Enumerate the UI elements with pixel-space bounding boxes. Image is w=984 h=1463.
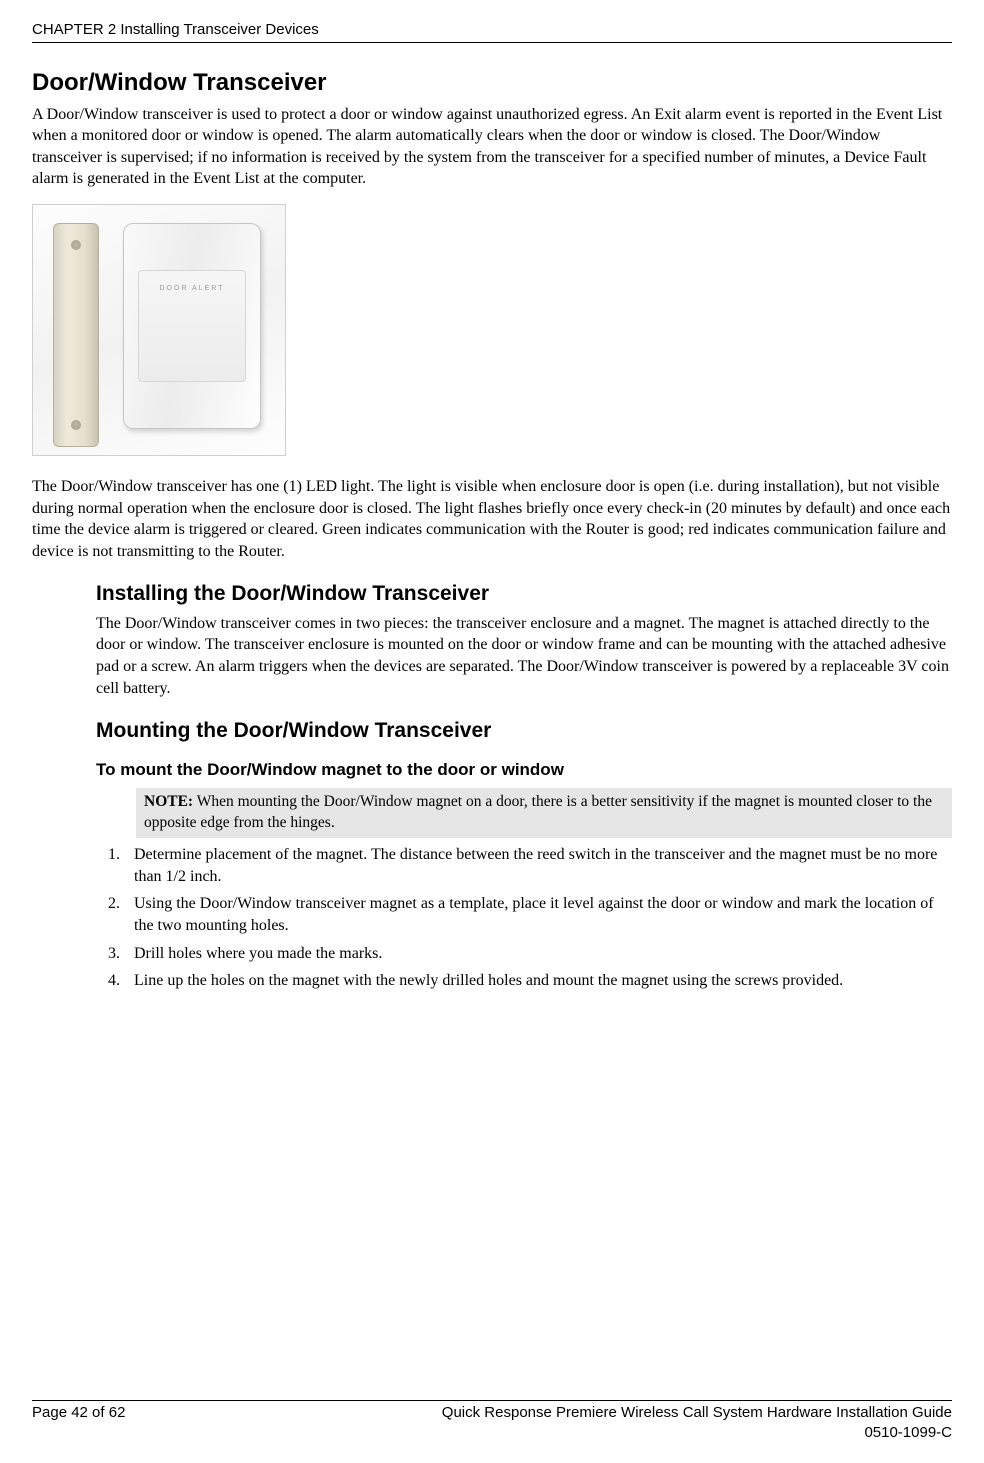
enclosure-brand: DOOR ALERT xyxy=(124,284,260,293)
step-4: Line up the holes on the magnet with the… xyxy=(124,970,952,992)
led-paragraph: The Door/Window transceiver has one (1) … xyxy=(32,476,952,562)
footer-docnum: 0510-1099-C xyxy=(864,1424,952,1441)
installing-title: Installing the Door/Window Transceiver xyxy=(96,580,952,608)
page-footer: Page 42 of 62 Quick Response Premiere Wi… xyxy=(32,1400,952,1444)
note-label: NOTE: xyxy=(144,793,193,810)
footer-page: Page 42 of 62 xyxy=(32,1403,125,1444)
mounting-heading: To mount the Door/Window magnet to the d… xyxy=(96,759,952,782)
step-1: Determine placement of the magnet. The d… xyxy=(124,844,952,887)
section-title: Door/Window Transceiver xyxy=(32,67,952,99)
note-box: NOTE: When mounting the Door/Window magn… xyxy=(136,788,952,838)
step-2: Using the Door/Window transceiver magnet… xyxy=(124,893,952,936)
note-body: When mounting the Door/Window magnet on … xyxy=(144,793,932,831)
magnet-illustration xyxy=(53,223,99,447)
footer-title: Quick Response Premiere Wireless Call Sy… xyxy=(442,1404,952,1421)
enclosure-illustration: DOOR ALERT xyxy=(123,223,261,429)
mounting-title: Mounting the Door/Window Transceiver xyxy=(96,717,952,745)
chapter-line: CHAPTER 2 Installing Transceiver Devices xyxy=(32,21,319,38)
intro-paragraph: A Door/Window transceiver is used to pro… xyxy=(32,104,952,190)
installing-paragraph: The Door/Window transceiver comes in two… xyxy=(96,613,952,699)
page-header: CHAPTER 2 Installing Transceiver Devices xyxy=(32,20,952,43)
device-figure: DOOR ALERT xyxy=(32,204,286,456)
step-3: Drill holes where you made the marks. xyxy=(124,943,952,965)
steps-list: Determine placement of the magnet. The d… xyxy=(96,844,952,992)
